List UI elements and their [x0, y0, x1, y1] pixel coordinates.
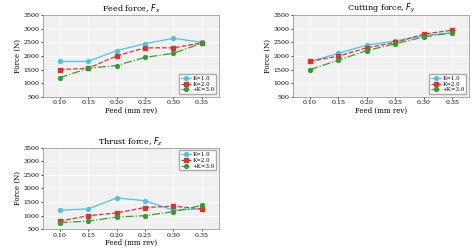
Line: K=1.0: K=1.0 — [58, 36, 204, 64]
K=1.0 — [421, 34, 427, 37]
Legend: K=1.0, K=2.0, +K=3.0: K=1.0, K=2.0, +K=3.0 — [179, 74, 216, 94]
K=1.0 — [364, 44, 370, 47]
+K=3.0 — [142, 214, 148, 217]
+K=3.0 — [307, 68, 313, 71]
Y-axis label: Force (N): Force (N) — [14, 171, 22, 205]
+K=3.0 — [114, 215, 119, 218]
K=2.0 — [449, 28, 455, 32]
+K=3.0 — [57, 221, 63, 224]
K=2.0 — [364, 46, 370, 49]
Line: +K=3.0: +K=3.0 — [58, 203, 204, 225]
K=2.0 — [171, 205, 176, 208]
K=2.0 — [336, 54, 341, 57]
K=1.0 — [57, 60, 63, 63]
K=1.0 — [199, 207, 205, 210]
K=1.0 — [336, 52, 341, 55]
+K=3.0 — [114, 64, 119, 67]
+K=3.0 — [171, 210, 176, 213]
+K=3.0 — [142, 56, 148, 59]
Line: K=2.0: K=2.0 — [308, 28, 454, 64]
+K=3.0 — [199, 42, 205, 45]
Legend: K=1.0, K=2.0, +K=3.0: K=1.0, K=2.0, +K=3.0 — [179, 150, 216, 170]
Legend: K=1.0, K=2.0, +K=3.0: K=1.0, K=2.0, +K=3.0 — [429, 74, 466, 94]
K=2.0 — [199, 41, 205, 44]
K=2.0 — [142, 206, 148, 209]
K=1.0 — [171, 209, 176, 212]
K=1.0 — [114, 197, 119, 200]
+K=3.0 — [364, 49, 370, 52]
+K=3.0 — [336, 58, 341, 61]
Line: K=1.0: K=1.0 — [58, 196, 204, 212]
K=2.0 — [171, 46, 176, 49]
X-axis label: Feed (mm rev): Feed (mm rev) — [355, 107, 407, 115]
K=1.0 — [449, 31, 455, 34]
K=1.0 — [171, 37, 176, 40]
K=2.0 — [421, 33, 427, 36]
K=1.0 — [199, 41, 205, 44]
Y-axis label: Force (N): Force (N) — [264, 39, 272, 73]
+K=3.0 — [85, 67, 91, 70]
K=2.0 — [57, 68, 63, 71]
Line: K=2.0: K=2.0 — [58, 204, 204, 223]
K=2.0 — [57, 220, 63, 223]
K=1.0 — [114, 49, 119, 52]
Title: Cutting force, $F_y$: Cutting force, $F_y$ — [346, 2, 416, 15]
+K=3.0 — [85, 220, 91, 223]
Line: +K=3.0: +K=3.0 — [308, 31, 454, 72]
+K=3.0 — [421, 36, 427, 39]
K=1.0 — [392, 40, 398, 43]
Line: K=2.0: K=2.0 — [58, 41, 204, 72]
K=1.0 — [142, 199, 148, 202]
K=1.0 — [142, 42, 148, 45]
K=2.0 — [114, 211, 119, 214]
X-axis label: Feed (mm rev): Feed (mm rev) — [105, 239, 157, 247]
K=1.0 — [57, 209, 63, 212]
K=2.0 — [85, 214, 91, 217]
Title: Feed force, $F_x$: Feed force, $F_x$ — [101, 3, 160, 15]
Title: Thrust force, $F_z$: Thrust force, $F_z$ — [98, 135, 163, 148]
K=2.0 — [142, 46, 148, 49]
K=2.0 — [307, 60, 313, 63]
+K=3.0 — [199, 204, 205, 207]
+K=3.0 — [57, 76, 63, 79]
K=1.0 — [307, 60, 313, 63]
K=2.0 — [85, 67, 91, 70]
Y-axis label: Force (N): Force (N) — [14, 39, 22, 73]
K=2.0 — [114, 54, 119, 57]
K=2.0 — [199, 207, 205, 210]
K=2.0 — [392, 41, 398, 44]
X-axis label: Feed (mm rev): Feed (mm rev) — [105, 107, 157, 115]
+K=3.0 — [392, 42, 398, 45]
K=1.0 — [85, 207, 91, 210]
K=1.0 — [85, 60, 91, 63]
Line: +K=3.0: +K=3.0 — [58, 41, 204, 80]
+K=3.0 — [449, 31, 455, 34]
+K=3.0 — [171, 52, 176, 55]
Line: K=1.0: K=1.0 — [308, 31, 454, 64]
